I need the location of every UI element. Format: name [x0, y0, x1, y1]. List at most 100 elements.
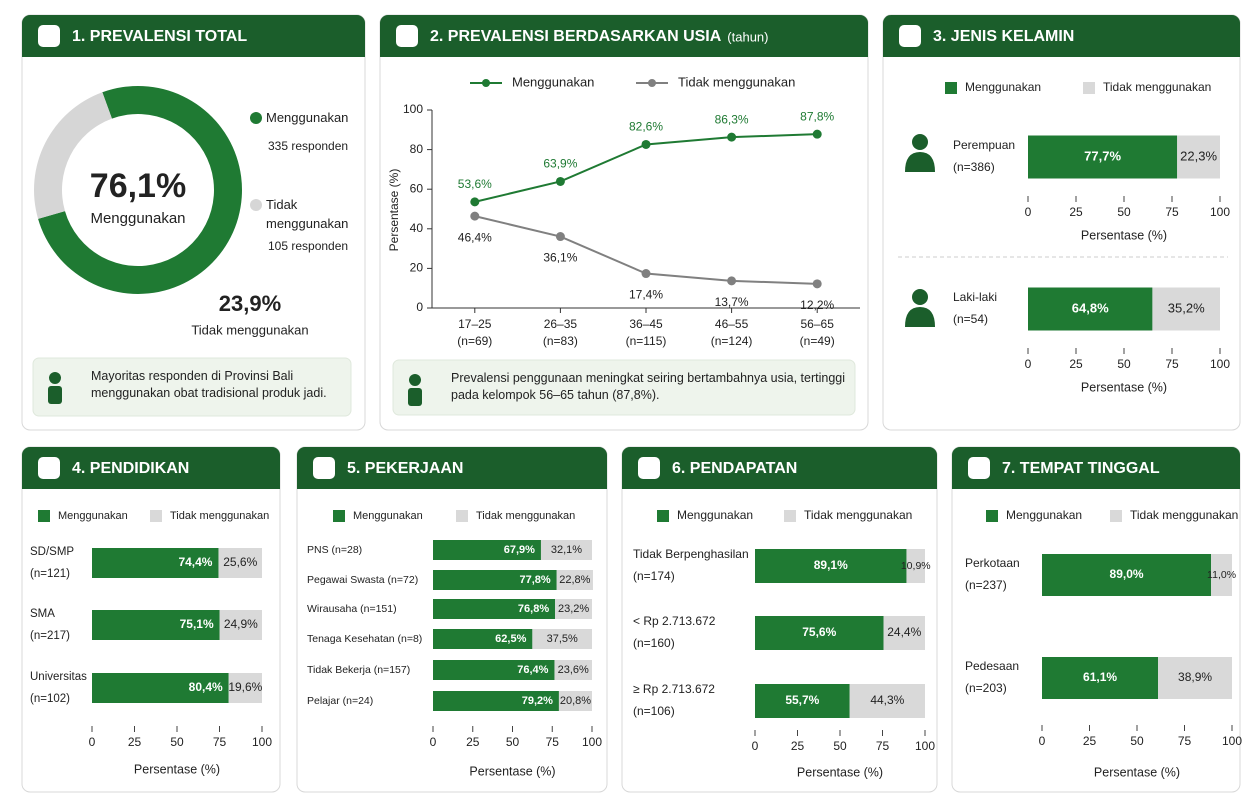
data-label: 87,8%	[800, 109, 834, 123]
bar-value-label: 24,9%	[224, 617, 258, 631]
bar-segment	[554, 660, 592, 680]
bar-value-label: 23,6%	[558, 664, 589, 676]
panel-header	[380, 45, 868, 57]
category-label: PNS (n=28)	[307, 544, 362, 556]
bar-segment	[1177, 135, 1220, 179]
x-tick-label: 25	[1069, 357, 1083, 371]
panel-header	[622, 477, 937, 489]
x-axis-label: Persentase (%)	[1081, 228, 1167, 242]
bar-value-label: 20,8%	[560, 695, 591, 707]
x-tick-label: 75	[546, 735, 560, 749]
note-box	[392, 359, 856, 416]
note-text: Prevalensi penggunaan meningkat seiring …	[451, 371, 846, 402]
header-icon	[313, 457, 335, 479]
bar-segment	[1042, 657, 1159, 699]
bar-value-label: 75,1%	[180, 617, 214, 631]
x-tick-label: 25	[1069, 205, 1083, 219]
legend-label: Menggunakan	[266, 110, 349, 125]
person-icon	[905, 307, 935, 327]
bar-segment	[1211, 554, 1232, 596]
person-icon	[912, 134, 928, 150]
legend-swatch	[150, 510, 162, 522]
note-text: Mayoritas responden di Provinsi Bali men…	[91, 369, 327, 400]
x-tick-label: 50	[506, 735, 520, 749]
bar-segment	[219, 610, 262, 640]
data-point	[812, 279, 822, 289]
data-point	[641, 269, 651, 279]
bar-value-label: 76,8%	[518, 603, 549, 615]
header-icon	[38, 457, 60, 479]
data-label: 12,2%	[800, 298, 834, 312]
bar-value-label: 75,6%	[802, 625, 836, 639]
legend-label: Tidak menggunakan	[266, 197, 349, 231]
bar-segment	[92, 610, 220, 640]
bar-segment	[433, 570, 557, 590]
bar-segment	[1158, 657, 1232, 699]
x-tick-label: 25	[791, 739, 805, 753]
y-tick-label: 60	[410, 181, 424, 195]
bar-value-label: 25,6%	[223, 555, 257, 569]
bar-value-label: 38,9%	[1178, 670, 1212, 684]
secondary-value: 23,9%	[219, 291, 281, 316]
data-label: 36,1%	[543, 251, 577, 265]
legend-label-box: Menggunakan	[266, 110, 349, 125]
bar-segment	[532, 629, 592, 649]
panel-title: 6. PENDAPATAN	[672, 460, 797, 477]
legend-swatch	[1110, 510, 1122, 522]
legend-label: Menggunakan	[512, 74, 594, 89]
bar-value-label: 37,5%	[547, 633, 578, 645]
legend-swatch	[784, 510, 796, 522]
x-tick-label: 0	[1025, 357, 1032, 371]
person-icon	[905, 152, 935, 172]
bar-segment	[228, 673, 262, 703]
category-note: (n=217)	[30, 630, 70, 642]
x-tick-label: 0	[89, 735, 96, 749]
panel-title: 4. PENDIDIKAN	[72, 460, 189, 477]
x-tick-label: 100	[582, 735, 602, 749]
bar-segment	[1042, 554, 1212, 596]
bar-segment	[755, 684, 850, 718]
legend-label: Menggunakan	[965, 80, 1041, 94]
bar-value-label: 79,2%	[522, 695, 553, 707]
data-label: 86,3%	[715, 112, 749, 126]
legend-label: Tidak menggunakan	[476, 510, 575, 522]
bar-value-label: 89,0%	[1110, 567, 1144, 581]
category-label: Laki-laki	[953, 290, 997, 304]
bar-value-label: 22,8%	[559, 574, 590, 586]
x-tick-note: (n=115)	[626, 334, 667, 348]
panel-title: 1. PREVALENSI TOTAL	[72, 28, 247, 45]
secondary-label: Tidak menggunakan	[191, 322, 308, 337]
legend-marker	[648, 79, 656, 87]
bar-value-label: 24,4%	[887, 625, 921, 639]
x-tick-label: 46–55	[715, 317, 749, 331]
legend-label: Menggunakan	[1006, 508, 1082, 522]
legend-swatch	[945, 82, 957, 94]
x-tick-label: 0	[752, 739, 759, 753]
category-note: (n=237)	[965, 578, 1007, 592]
panel-title: 7. TEMPAT TINGGAL	[1002, 460, 1160, 477]
header-icon	[38, 25, 60, 47]
y-tick-label: 0	[416, 300, 423, 314]
data-point	[812, 129, 822, 139]
bar-segment	[755, 616, 884, 650]
category-note: (n=203)	[965, 681, 1007, 695]
bar-segment	[540, 540, 592, 560]
bar-segment	[433, 540, 541, 560]
bar-segment	[558, 691, 592, 711]
category-note: (n=121)	[30, 568, 70, 580]
x-tick-note: (n=49)	[800, 334, 835, 348]
note-icon	[408, 388, 422, 406]
x-tick-note: (n=124)	[711, 334, 753, 348]
category-label: Wirausaha (n=151)	[307, 603, 397, 615]
bar-segment	[906, 549, 925, 583]
category-note: (n=386)	[953, 160, 995, 174]
y-tick-label: 20	[410, 261, 424, 275]
bar-segment	[849, 684, 925, 718]
x-axis-label: Persentase (%)	[134, 762, 220, 776]
category-label: Perkotaan	[965, 556, 1020, 570]
category-label: Pelajar (n=24)	[307, 695, 373, 707]
y-tick-label: 40	[410, 221, 424, 235]
note-icon	[48, 386, 62, 404]
legend-label: Tidak menggunakan	[1130, 508, 1238, 522]
bar-value-label: 23,2%	[558, 603, 589, 615]
